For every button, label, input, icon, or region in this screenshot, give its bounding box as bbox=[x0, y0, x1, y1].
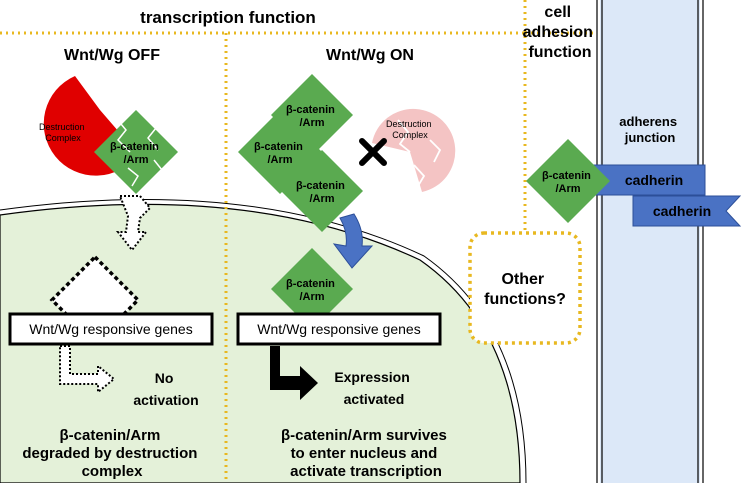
responsive-genes-label-on: Wnt/Wg responsive genes bbox=[257, 321, 420, 337]
catenin-label-off: β-catenin /Arm bbox=[110, 141, 162, 166]
dotted-arrow-off bbox=[115, 195, 152, 252]
catenin-label-nuclear: β-catenin /Arm bbox=[286, 278, 338, 303]
crack-line bbox=[413, 164, 426, 187]
adherens-junction-label: adherens junction bbox=[619, 114, 680, 145]
blue-arrow-icon bbox=[332, 213, 374, 269]
crack-line bbox=[429, 139, 442, 163]
destruction-complex-label-on: Destruction Complex bbox=[386, 119, 434, 140]
destruction-complex-label-off: Destruction Complex bbox=[39, 122, 87, 143]
header-wnt-off: Wnt/Wg OFF bbox=[64, 47, 160, 64]
catenin-fragmented-off bbox=[94, 110, 178, 194]
catenin-label-on-1: β-catenin /Arm bbox=[286, 104, 338, 129]
responsive-genes-box-off bbox=[8, 312, 214, 346]
catenin-nuclear bbox=[271, 248, 353, 330]
responsive-genes-box-on bbox=[236, 312, 442, 346]
dotted-bent-arrow-off bbox=[59, 345, 116, 395]
cadherin-lower bbox=[632, 195, 742, 227]
crack-line bbox=[153, 159, 163, 171]
other-functions-label: Other functions? bbox=[484, 271, 566, 308]
responsive-genes-label-off: Wnt/Wg responsive genes bbox=[29, 321, 192, 337]
cadherin-label-lower: cadherin bbox=[653, 203, 711, 219]
no-activation-label: No activation bbox=[133, 370, 198, 408]
header-transcription: transcription function bbox=[140, 8, 316, 27]
crack-line bbox=[397, 119, 411, 153]
header-wnt-on: Wnt/Wg ON bbox=[326, 47, 414, 64]
catenin-on-3 bbox=[281, 150, 363, 232]
crack-line bbox=[127, 167, 139, 187]
caption-on: β-catenin/Arm survives to enter nucleus … bbox=[281, 427, 451, 480]
header-cell-adhesion: cell adhesion function bbox=[523, 4, 598, 61]
membrane-band bbox=[600, 0, 700, 483]
cadherin-label-upper: cadherin bbox=[625, 172, 683, 188]
expression-activated-label: Expression activated bbox=[334, 369, 413, 407]
catenin-label-junction: β-catenin /Arm bbox=[542, 170, 594, 195]
crack-line bbox=[115, 117, 131, 153]
caption-off: β-catenin/Arm degraded by destruction co… bbox=[22, 427, 201, 480]
bent-arrow-icon bbox=[270, 346, 318, 400]
catenin-label-on-2: β-catenin /Arm bbox=[254, 141, 306, 166]
other-functions-box bbox=[468, 231, 582, 345]
destruction-complex-on bbox=[372, 108, 456, 192]
catenin-label-on-3: β-catenin /Arm bbox=[296, 180, 348, 205]
block-x-icon bbox=[359, 138, 387, 166]
crack-line bbox=[145, 117, 159, 151]
catenin-junction bbox=[526, 139, 610, 223]
